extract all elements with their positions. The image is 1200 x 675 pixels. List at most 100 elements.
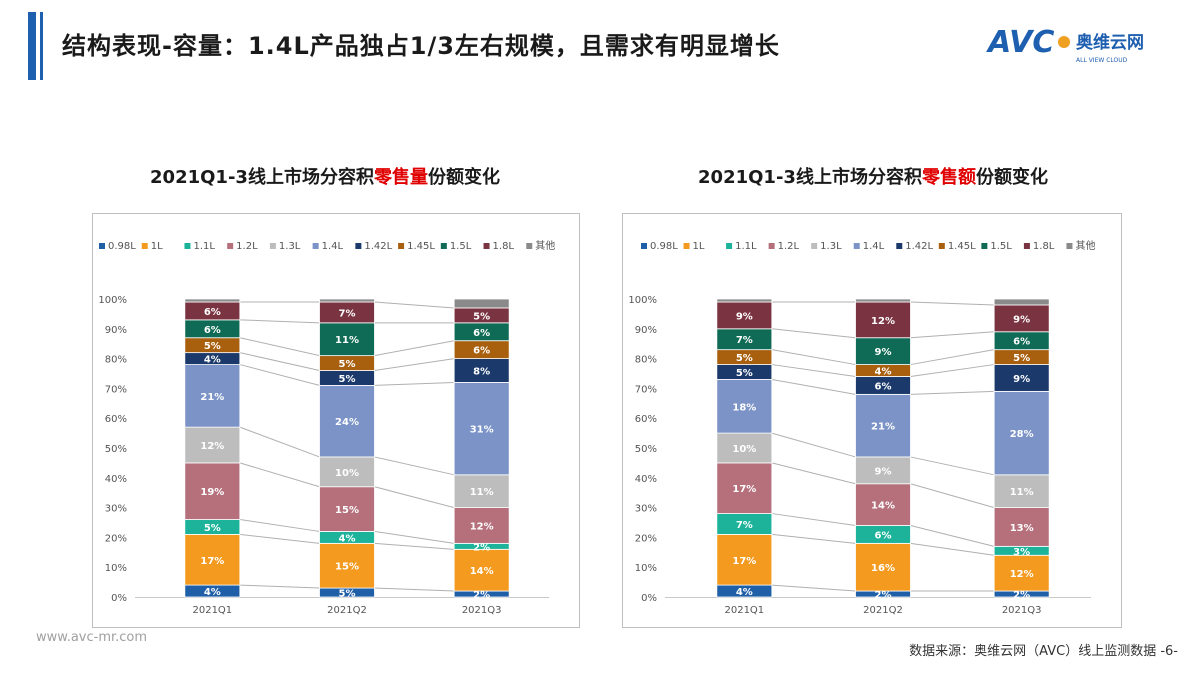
data-label: 4% [204, 355, 221, 366]
connector-line [239, 364, 320, 386]
bar-stack: 2% 14% 2% 12% 11% 31% 8% 6% 6% 5% 2021Q3 [453, 298, 510, 616]
bar-segment [716, 298, 773, 303]
connector-line [910, 301, 995, 306]
legend-label: 1.3L [279, 241, 301, 252]
bar-segment [993, 364, 1050, 392]
y-axis: 0% 10% 20% 30% 40% 50% 60% 70% 80% 90% 100% [628, 295, 657, 604]
legend-item: 1L [141, 241, 163, 252]
y-tick-label: 90% [635, 325, 657, 336]
data-label: 5% [339, 359, 356, 370]
data-label: 6% [204, 307, 221, 318]
legend-swatch [355, 243, 362, 249]
legend-swatch [811, 243, 818, 249]
data-label: 5% [736, 368, 753, 379]
x-tick-label: 2021Q3 [1002, 605, 1042, 616]
legend-label: 1.1L [735, 241, 757, 252]
data-label: 16% [871, 563, 895, 574]
connector-line [771, 364, 856, 377]
data-label: 31% [470, 425, 494, 436]
legend-item: 1.3L [269, 241, 301, 252]
connector-line [771, 349, 856, 366]
data-label: 9% [875, 466, 892, 477]
connector-line [239, 352, 320, 372]
data-label: 12% [200, 441, 224, 452]
connector-line [374, 301, 455, 309]
y-tick-label: 60% [635, 414, 657, 425]
bar-segment [716, 379, 773, 434]
bar-segment [453, 548, 510, 592]
y-tick-label: 10% [105, 563, 127, 574]
y-tick-label: 80% [105, 355, 127, 366]
legend-swatch [312, 243, 319, 249]
y-tick-label: 0% [641, 593, 657, 604]
bar-segment [855, 456, 911, 485]
legend-item: 1L [683, 241, 705, 252]
y-tick-label: 100% [98, 295, 127, 306]
bar-segment [453, 507, 510, 544]
legend-item: 1.2L [227, 241, 258, 252]
legend-label: 1.45L [948, 241, 976, 252]
y-tick-label: 40% [105, 474, 127, 485]
slide-title: 结构表现-容量：1.4L产品独占1/3左右规模，且需求有明显增长 [62, 32, 780, 60]
data-label: 19% [200, 487, 224, 498]
connector-line [374, 542, 455, 550]
legend-swatch [896, 243, 903, 249]
connector-line [910, 364, 995, 377]
y-axis: 0% 10% 20% 30% 40% 50% 60% 70% 80% 90% 100% [98, 295, 127, 604]
chart-value: 0.98L 1L 1.1L 1.2L 1.3L 1.4L 1.42L 1.45L 1.5L 1.8… [628, 239, 1095, 616]
legend-label: 其他 [1075, 239, 1095, 252]
bar-segment [319, 456, 375, 488]
legend-swatch [184, 243, 191, 249]
legend-swatch [440, 243, 447, 249]
data-label: 14% [470, 566, 494, 577]
bar-segment [184, 298, 241, 303]
connector-line [771, 462, 856, 485]
legend-swatch [768, 243, 775, 249]
x-tick-label: 2021Q3 [462, 605, 502, 616]
data-label: 2% [875, 590, 892, 601]
data-label: 2% [473, 542, 490, 553]
connector-line [771, 378, 856, 395]
data-label: 4% [875, 367, 892, 378]
bar-stack: 2% 16% 6% 14% 9% 21% 6% 4% 9% 12% 2021Q2 [855, 298, 911, 616]
data-label: 12% [1010, 569, 1034, 580]
legend-item: 1.42L [896, 241, 934, 252]
y-tick-label: 70% [105, 384, 127, 395]
legend-swatch [227, 243, 234, 249]
bar-segment [319, 298, 375, 303]
logo-sub: ALL VIEW CLOUD [1076, 57, 1128, 64]
bar-segment [453, 474, 510, 509]
bar-segment [453, 382, 510, 476]
connector-lines [239, 301, 455, 592]
connector-line [374, 358, 455, 372]
legend-item: 1.4L [312, 241, 344, 252]
legend-label: 1L [151, 241, 163, 252]
chart-title-value: 2021Q1-3线上市场分容积零售额份额变化 [603, 163, 1143, 189]
y-tick-label: 30% [105, 504, 127, 515]
data-label: 7% [339, 308, 356, 319]
x-tick-label: 2021Q1 [192, 605, 232, 616]
data-label: 10% [732, 444, 756, 455]
connector-line [374, 456, 455, 476]
y-tick-label: 40% [635, 474, 657, 485]
bar-segment [993, 298, 1050, 306]
data-label: 6% [473, 328, 490, 339]
logo-cn: 奥维云网 [1076, 32, 1144, 53]
data-label: 8% [473, 367, 490, 378]
legend-label: 其他 [535, 239, 555, 252]
connector-line [910, 349, 995, 366]
legend-item: 1.45L [398, 241, 435, 252]
data-label: 2% [473, 590, 490, 601]
legend-label: 1.45L [407, 241, 435, 252]
bar-segment [993, 474, 1050, 509]
connector-line [910, 483, 995, 509]
y-tick-label: 50% [105, 444, 127, 455]
connector-line [239, 319, 320, 324]
chart-volume: 0.98L 1L 1.1L 1.2L 1.3L 1.4L 1.42L 1.45L 1.5L 1.8… [98, 239, 555, 616]
y-tick-label: 20% [105, 533, 127, 544]
data-label: 15% [335, 505, 359, 516]
bar-segment [184, 462, 241, 520]
legend-item: 1.42L [355, 241, 393, 252]
x-tick-label: 2021Q2 [327, 605, 367, 616]
connector-line [239, 519, 320, 532]
